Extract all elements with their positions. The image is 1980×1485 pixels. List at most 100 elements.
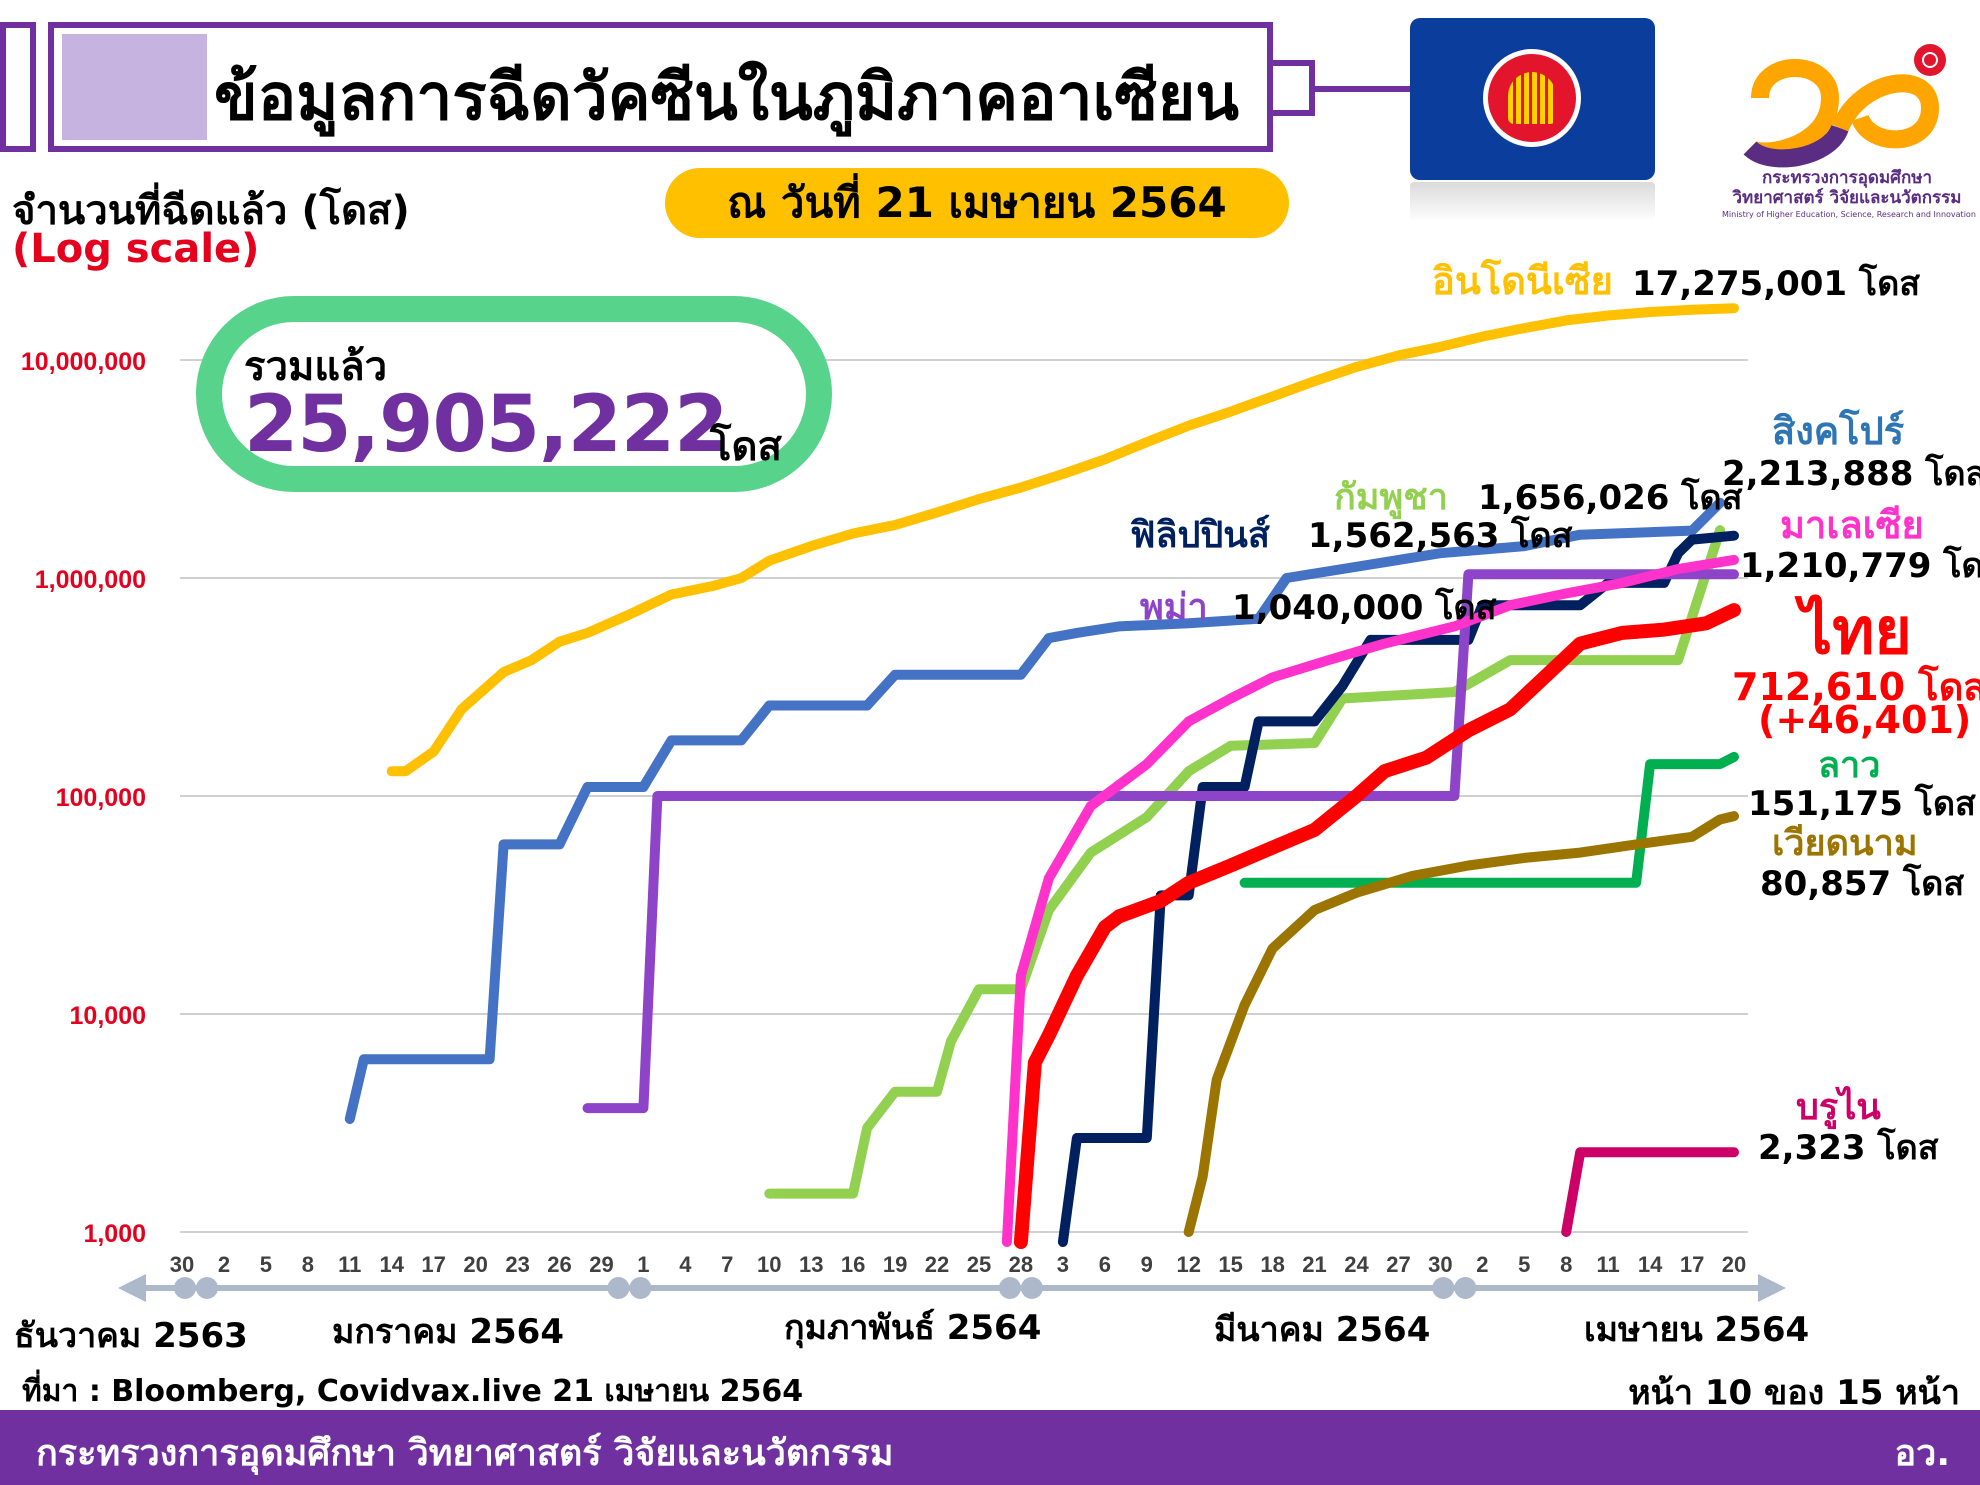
x-tick-label: 8: [302, 1252, 314, 1277]
series-line-singapore: [344, 497, 1725, 1124]
x-tick-label: 20: [463, 1252, 487, 1277]
series-line-thailand: [1013, 603, 1741, 1249]
month-label-dec: ธันวาคม 2563: [14, 1316, 248, 1356]
x-tick-label: 2: [218, 1252, 230, 1277]
x-tick-label: 17: [421, 1252, 445, 1277]
month-label-apr: เมษายน 2564: [1584, 1310, 1810, 1350]
x-axis-arrow-left: [118, 1274, 146, 1302]
x-tick-label: 17: [1680, 1252, 1704, 1277]
series-label-philippines: ฟิลิปปินส์: [1130, 515, 1270, 556]
series-label-singapore: สิงคโปร์: [1772, 409, 1905, 453]
footer-bar: กระทรวงการอุดมศึกษา วิทยาศาสตร์ วิจัยและ…: [0, 1410, 1980, 1485]
series-label-thailand: ไทย: [1800, 595, 1912, 669]
y-axis-label: จำนวนที่ฉีดแล้ว (โดส): [12, 188, 410, 234]
value-label-philippines: 1,562,563 โดส: [1308, 516, 1573, 556]
x-tick-label: 25: [967, 1252, 991, 1277]
x-tick-label: 18: [1260, 1252, 1284, 1277]
value-label-cambodia: 1,656,026 โดส: [1478, 478, 1743, 518]
y-tick-label: 1,000,000: [35, 566, 146, 594]
total-label: รวมแล้ว: [244, 344, 388, 390]
total-value: 25,905,222: [244, 380, 728, 470]
month-boundary-marker: [629, 1277, 652, 1299]
page-title: ข้อมูลการฉีดวัคซีนในภูมิภาคอาเซียน: [214, 61, 1239, 135]
month-boundary-marker: [195, 1277, 218, 1299]
y-tick-label: 1,000: [83, 1220, 146, 1248]
x-tick-label: 14: [379, 1252, 404, 1277]
x-tick-label: 3: [1057, 1252, 1069, 1277]
value-label-myanmar: 1,040,000 โดส: [1232, 588, 1497, 628]
x-tick-label: 8: [1560, 1252, 1572, 1277]
x-tick-label: 13: [799, 1252, 823, 1277]
x-tick-label: 24: [1344, 1252, 1369, 1277]
value-label-laos: 151,175 โดส: [1748, 784, 1976, 824]
y-tick-label: 100,000: [56, 784, 146, 812]
series-line-brunei: [1561, 1147, 1739, 1237]
series-label-cambodia: กัมพูชา: [1334, 477, 1448, 518]
increase-label-thailand: (+46,401): [1758, 698, 1972, 742]
x-axis-arrow-right: [1758, 1274, 1786, 1302]
x-tick-label: 10: [757, 1252, 781, 1277]
x-tick-label: 2: [1476, 1252, 1488, 1277]
value-label-vietnam: 80,857 โดส: [1760, 864, 1965, 904]
footer-ministry: กระทรวงการอุดมศึกษา วิทยาศาสตร์ วิจัยและ…: [36, 1433, 894, 1474]
series-line-myanmar: [582, 569, 1739, 1114]
series-label-malaysia: มาเลเซีย: [1780, 503, 1924, 547]
value-label-thailand: 712,610 โดส: [1732, 665, 1980, 709]
x-tick-label: 22: [925, 1252, 949, 1277]
ministry-line-2: วิทยาศาสตร์ วิจัยและนวัตกรรม: [1732, 188, 1962, 208]
series-label-brunei: บรูไน: [1796, 1087, 1881, 1128]
series-label-myanmar: พม่า: [1140, 587, 1208, 628]
x-tick-label: 20: [1722, 1252, 1746, 1277]
x-tick-label: 4: [679, 1252, 692, 1277]
x-tick-label: 5: [260, 1252, 272, 1277]
ministry-line-1: กระทรวงการอุดมศึกษา: [1762, 168, 1932, 188]
month-boundary-marker: [1454, 1277, 1477, 1299]
value-label-brunei: 2,323 โดส: [1758, 1128, 1939, 1168]
month-boundary-marker: [1432, 1277, 1455, 1299]
title-banner: ข้อมูลการฉีดวัคซีนในภูมิภาคอาเซียน: [48, 22, 1273, 152]
series-line-cambodia: [764, 525, 1725, 1199]
syringe-plunger: [0, 22, 36, 152]
x-tick-label: 26: [547, 1252, 571, 1277]
source-note: ที่มา : Bloomberg, Covidvax.live 21 เมษา…: [22, 1374, 804, 1409]
x-tick-label: 29: [589, 1252, 613, 1277]
month-boundary-marker: [607, 1277, 630, 1299]
x-tick-label: 21: [1302, 1252, 1326, 1277]
x-tick-label: 7: [721, 1252, 733, 1277]
series-label-vietnam: เวียดนาม: [1772, 823, 1918, 864]
x-tick-label: 28: [1009, 1252, 1033, 1277]
vaccination-line-chart: 1,000 10,000 100,000 1,000,000 10,000,000 30…: [21, 303, 1786, 1302]
syringe-nozzle: [1273, 60, 1315, 116]
y-tick-label: 10,000,000: [21, 348, 146, 376]
month-label-jan: มกราคม 2564: [332, 1312, 564, 1352]
x-tick-label: 15: [1218, 1252, 1242, 1277]
x-tick-label: 23: [505, 1252, 529, 1277]
x-tick-label: 19: [883, 1252, 907, 1277]
x-tick-label: 6: [1099, 1252, 1111, 1277]
page-indicator: หน้า 10 ของ 15 หน้า: [1628, 1373, 1960, 1413]
x-tick-label: 9: [1141, 1252, 1153, 1277]
asean-flag-icon: [1410, 18, 1655, 180]
series-label-indonesia: อินโดนีเซีย: [1432, 259, 1613, 303]
asean-emblem-icon: [1483, 49, 1581, 147]
x-tick-label: 14: [1638, 1252, 1663, 1277]
footer-abbrev: อว.: [1894, 1433, 1950, 1474]
x-tick-label: 5: [1518, 1252, 1530, 1277]
x-tick-label: 16: [841, 1252, 865, 1277]
series-line-indonesia: [386, 303, 1739, 777]
x-tick-label: 11: [1597, 1252, 1620, 1277]
y-tick-label: 10,000: [70, 1002, 146, 1030]
value-label-singapore: 2,213,888 โดส: [1722, 454, 1980, 494]
x-tick-label: 30: [170, 1252, 194, 1277]
x-tick-label: 30: [1428, 1252, 1452, 1277]
mhesi-logo-icon: [1743, 44, 1946, 168]
x-tick-label: 1: [637, 1252, 649, 1277]
month-boundary-marker: [1020, 1277, 1043, 1299]
flag-reflection: [1410, 182, 1655, 222]
x-tick-label: 12: [1176, 1252, 1200, 1277]
series-line-malaysia: [1001, 554, 1739, 1247]
month-label-feb: กุมภาพันธ์ 2564: [784, 1308, 1042, 1348]
series-line-laos: [1239, 751, 1739, 888]
x-tick-label: 27: [1386, 1252, 1410, 1277]
month-label-mar: มีนาคม 2564: [1214, 1310, 1431, 1350]
